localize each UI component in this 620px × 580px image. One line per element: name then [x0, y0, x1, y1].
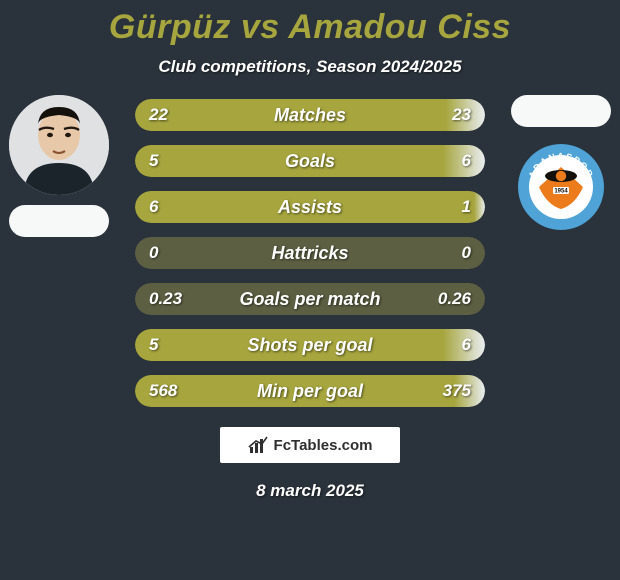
player-right-crest: ADANASPOR ADANA 1954	[517, 143, 605, 231]
stat-label: Hattricks	[135, 243, 485, 264]
stat-row: 568Min per goal375	[135, 375, 485, 407]
crest-year: 1954	[554, 189, 568, 195]
stat-row: 0Hattricks0	[135, 237, 485, 269]
stat-value-right: 0.26	[438, 289, 471, 309]
branding-text: FcTables.com	[274, 437, 373, 454]
page-subtitle: Club competitions, Season 2024/2025	[0, 57, 620, 77]
stat-row: 6Assists1	[135, 191, 485, 223]
club-crest-icon: ADANASPOR ADANA 1954	[517, 143, 605, 231]
person-icon	[9, 95, 109, 195]
stat-row: 22Matches23	[135, 99, 485, 131]
stat-label: Min per goal	[135, 381, 485, 402]
stat-label: Shots per goal	[135, 335, 485, 356]
content: ADANASPOR ADANA 1954 22Matches235Goals66…	[0, 95, 620, 407]
stat-value-right: 0	[462, 243, 471, 263]
branding-logo-icon	[248, 435, 268, 455]
stat-row: 5Shots per goal6	[135, 329, 485, 361]
stat-value-right: 23	[452, 105, 471, 125]
stats-list: 22Matches235Goals66Assists10Hattricks00.…	[135, 95, 485, 407]
stat-label: Matches	[135, 105, 485, 126]
player-left-column	[4, 95, 114, 237]
stat-row: 5Goals6	[135, 145, 485, 177]
stat-label: Goals	[135, 151, 485, 172]
stat-value-right: 375	[443, 381, 471, 401]
page-title: Gürpüz vs Amadou Ciss	[0, 0, 620, 47]
stat-label: Assists	[135, 197, 485, 218]
page-date: 8 march 2025	[0, 481, 620, 501]
player-left-avatar	[9, 95, 109, 195]
stat-value-right: 6	[462, 151, 471, 171]
stat-value-right: 6	[462, 335, 471, 355]
stat-value-right: 1	[462, 197, 471, 217]
player-right-flag	[511, 95, 611, 127]
stat-label: Goals per match	[135, 289, 485, 310]
stat-row: 0.23Goals per match0.26	[135, 283, 485, 315]
player-left-flag	[9, 205, 109, 237]
branding-badge: FcTables.com	[220, 427, 400, 463]
player-right-column: ADANASPOR ADANA 1954	[506, 95, 616, 231]
